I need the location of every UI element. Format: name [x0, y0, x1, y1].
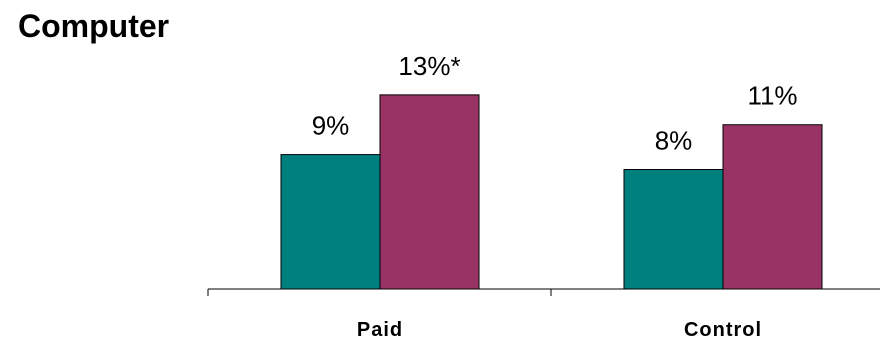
data-label-paid-series-1: 9%: [312, 111, 350, 141]
data-label-control-series-1: 8%: [655, 126, 693, 156]
bar-control-series-1: [623, 169, 724, 290]
data-label-paid-series-2: 13%*: [398, 51, 460, 81]
data-label-control-series-2: 11%: [747, 81, 797, 111]
bar-control-series-2: [722, 124, 823, 290]
bar-paid-series-1: [280, 154, 381, 290]
bar-paid-series-2: [379, 94, 480, 290]
category-label-paid: Paid: [357, 319, 403, 341]
chart-title: Computer: [18, 8, 170, 44]
category-label-control: Control: [684, 319, 762, 341]
